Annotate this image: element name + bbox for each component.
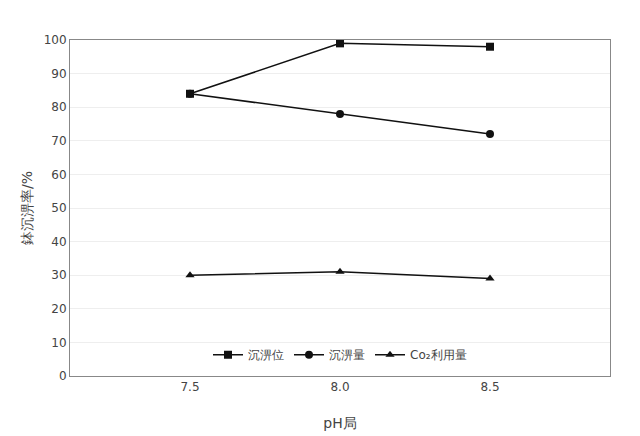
svg-text:0: 0 [59,369,67,383]
svg-text:40: 40 [51,235,66,249]
svg-text:60: 60 [51,168,66,182]
svg-text:80: 80 [51,100,66,114]
svg-text:鉢沉淠率/%: 鉢沉淠率/% [19,171,35,245]
svg-text:Co₂利用量: Co₂利用量 [410,348,467,362]
svg-text:70: 70 [51,134,66,148]
svg-text:30: 30 [51,268,66,282]
svg-text:沉淠位: 沉淠位 [248,348,284,362]
svg-text:7.5: 7.5 [180,380,199,394]
svg-text:100: 100 [44,33,67,47]
svg-text:8.0: 8.0 [330,380,349,394]
svg-text:10: 10 [51,336,66,350]
svg-text:20: 20 [51,302,66,316]
svg-text:pH局: pH局 [323,415,356,431]
svg-text:90: 90 [51,67,66,81]
svg-text:沉淠量: 沉淠量 [329,348,365,362]
svg-text:8.5: 8.5 [480,380,499,394]
svg-text:50: 50 [51,201,66,215]
